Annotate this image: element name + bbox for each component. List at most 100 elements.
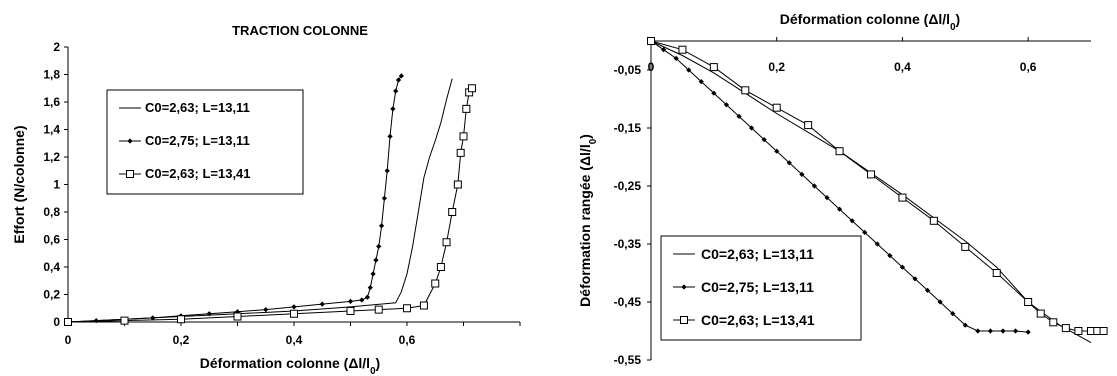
right-series-3-point — [709, 63, 718, 72]
right-x-tick-label: 0,6 — [1020, 60, 1037, 74]
right-series-2-point — [912, 276, 918, 282]
right-legend-label: C0=2,75; L=13,11 — [701, 279, 814, 295]
left-series-3-point — [290, 309, 298, 318]
left-series-2-point — [291, 304, 297, 310]
right-series-2-point — [937, 299, 943, 305]
left-series-2-point — [359, 297, 365, 303]
left-legend-label: C0=2,75; L=13,11 — [145, 133, 250, 148]
left-legend-box — [106, 89, 304, 195]
right-series-3-point — [1061, 324, 1070, 333]
left-series-3-point — [462, 104, 471, 113]
right-series-2-point — [698, 79, 704, 85]
left-series-2-point — [384, 168, 390, 174]
right-y-axis-label: Déformation rangée (Δl/l0) — [577, 134, 599, 307]
right-series-2-point — [899, 264, 906, 270]
right-series-2-point — [786, 160, 792, 166]
left-legend-marker — [127, 138, 133, 144]
right-series-2-point — [1025, 329, 1031, 335]
left-series-3-point — [467, 84, 476, 93]
left-series-3-point — [233, 312, 242, 321]
left-series-2-point — [150, 315, 156, 321]
right-series-3-point — [992, 269, 1001, 277]
left-series-2-point — [370, 271, 376, 277]
right-series-3-point — [678, 45, 687, 54]
right-series-2-point — [748, 125, 755, 131]
right-series-3-point — [929, 216, 938, 225]
right-legend-marker — [680, 316, 688, 324]
right-x-tick-label: 0,2 — [768, 60, 785, 74]
left-series-2-point — [387, 133, 393, 139]
left-series-2-point — [263, 307, 269, 313]
right-series-2-point — [1012, 328, 1019, 334]
right-y-tick-label: -0,15 — [614, 121, 642, 135]
left-series-2-point — [398, 73, 404, 79]
left-series-2-point — [347, 298, 354, 304]
right-series-2-point — [736, 113, 742, 119]
left-y-tick-label: 0,2 — [43, 288, 60, 302]
right-series-3-point — [647, 37, 655, 45]
left-x-axis-label: Déformation colonne (Δl/l0) — [200, 355, 380, 376]
right-series-2-point — [711, 90, 717, 96]
left-legend-label: C0=2,63; L=13,41 — [145, 166, 251, 181]
left-series-2-point — [367, 285, 373, 291]
left-series-2-point — [378, 223, 385, 229]
right-series-3-point — [961, 242, 970, 251]
left-series-3-point — [431, 279, 440, 288]
right-legend-label: C0=2,63; L=13,11 — [701, 246, 814, 262]
right-y-tick-label: -0,55 — [614, 353, 642, 367]
right-series-2-point — [975, 328, 981, 334]
right-series-2-point — [761, 137, 767, 143]
right-series-3-point — [867, 170, 875, 179]
left-series-2-point — [393, 88, 399, 94]
right-series-2-point — [862, 229, 868, 235]
right-series-3-point — [835, 147, 844, 156]
left-chart: TRACTION COLONNE 0 0,2 0,4 0,6 0,8 1 1,2 1,4 1,6 1… — [11, 23, 521, 376]
right-y-tick-label: -0,05 — [614, 63, 642, 77]
right-series-3-point — [1036, 309, 1045, 318]
right-legend-marker — [681, 284, 687, 290]
left-y-tick-label: 1,8 — [43, 68, 60, 82]
left-series-2-point — [376, 243, 382, 249]
right-series-2-point — [924, 287, 931, 293]
left-y-tick-label: 1,2 — [43, 150, 60, 164]
right-series-2-point — [962, 322, 968, 328]
right-series-2-point — [1000, 328, 1006, 334]
left-series-2-point — [395, 77, 402, 83]
right-x-tick-label: 0 — [648, 60, 655, 74]
left-x-tick-label: 0,6 — [399, 333, 416, 347]
left-series-3-point — [448, 208, 457, 216]
right-series-2-point — [774, 148, 780, 154]
left-y-axis-label: Effort (N/colonne) — [11, 125, 27, 243]
left-y-tick-label: 1 — [53, 178, 60, 192]
right-series-2-point — [987, 328, 994, 334]
left-y-tick-label: 0,4 — [43, 260, 60, 274]
left-series-3-point — [120, 316, 129, 325]
left-series-3-point — [459, 132, 468, 141]
left-chart-title: TRACTION COLONNE — [232, 23, 368, 38]
left-y-tick-label: 1,4 — [43, 123, 60, 137]
right-series-2-point — [811, 183, 818, 189]
right-series-2-point — [723, 102, 730, 108]
left-y-tick-label: 1,6 — [43, 95, 60, 109]
left-series-2-point — [373, 257, 379, 263]
left-legend-marker — [126, 170, 134, 178]
right-series-2-point — [673, 55, 679, 61]
left-series-2-point — [319, 301, 325, 307]
left-y-tick-label: 0,6 — [43, 233, 60, 247]
right-y-tick-label: -0,35 — [614, 237, 642, 251]
right-series-2-point — [887, 253, 893, 259]
left-y-tick-label: 0,8 — [43, 205, 60, 219]
left-y-tick-label: 2 — [53, 40, 60, 54]
left-series-3-point — [64, 318, 72, 326]
left-x-tick-label: 0,4 — [286, 333, 303, 347]
left-series-3-point — [177, 315, 185, 324]
left-series-3-point — [374, 305, 383, 314]
right-series-3-point — [772, 103, 781, 112]
right-series-3-point — [1024, 298, 1033, 306]
left-x-tick-label: 0 — [65, 333, 72, 347]
left-x-tick-label: 0,2 — [173, 333, 190, 347]
right-series-3-point — [1049, 318, 1058, 327]
right-series-2-point — [799, 171, 805, 177]
right-series-2-point — [950, 311, 956, 317]
